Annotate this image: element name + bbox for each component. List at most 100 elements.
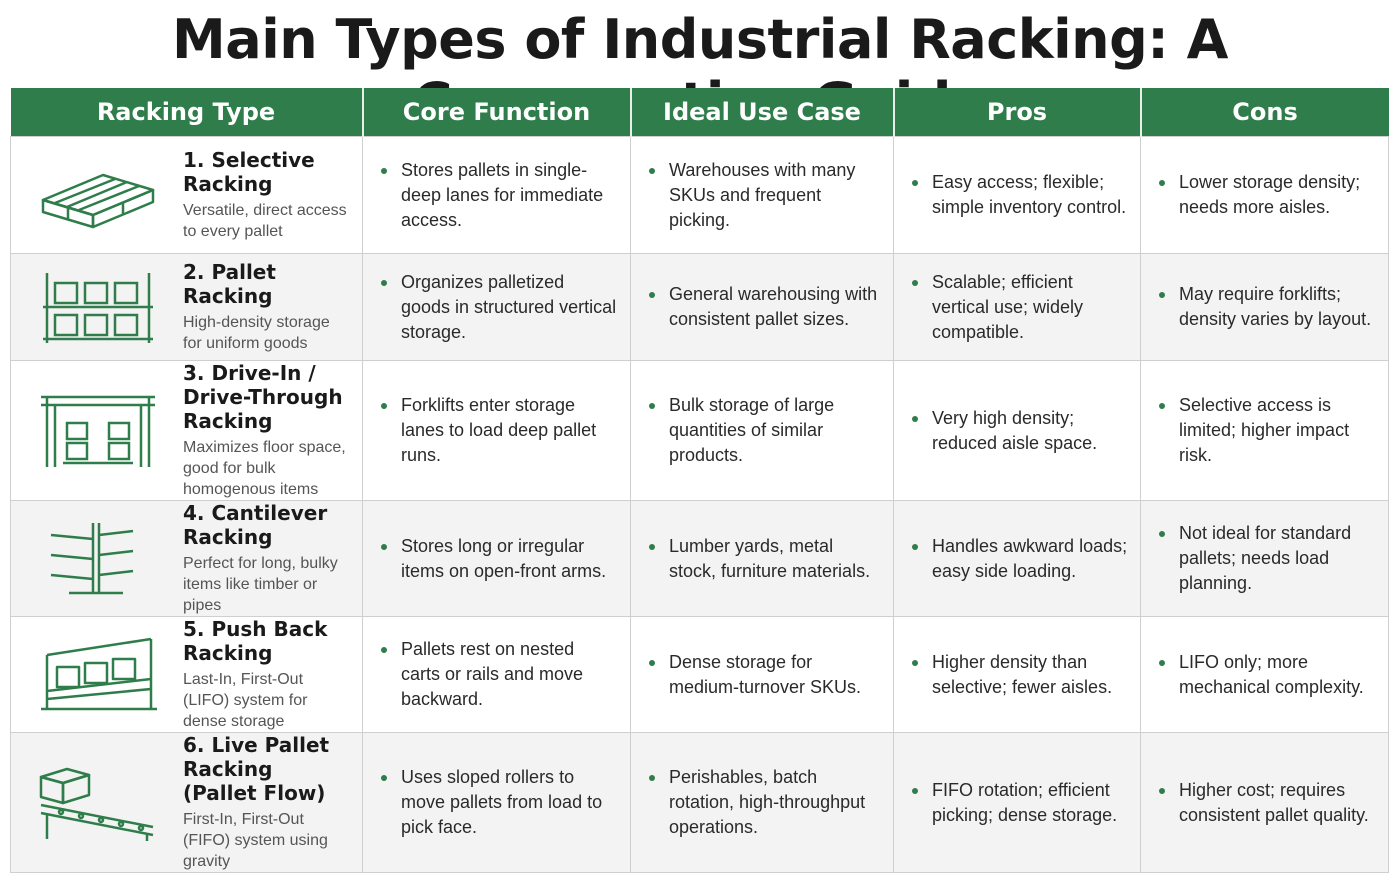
use-case-text: General warehousing with consistent pall… [669, 284, 878, 329]
core-function-cell: Stores long or irregular items on open-f… [362, 500, 631, 617]
pallet-rack-icon [33, 267, 163, 347]
racking-type-description: Perfect for long, bulky items like timbe… [183, 555, 338, 614]
racking-type-name: 4. Cantilever Racking [183, 501, 328, 549]
table-row: 3. Drive-In / Drive-Through Racking Maxi… [10, 360, 1389, 501]
use-case-cell: Dense storage for medium-turnover SKUs. [630, 616, 894, 733]
pros-cell: Higher density than selective; fewer ais… [893, 616, 1141, 733]
use-case-cell: General warehousing with consistent pall… [630, 253, 894, 361]
pros-text: FIFO rotation; efficient picking; dense … [932, 779, 1118, 825]
use-case-cell: Lumber yards, metal stock, furniture mat… [630, 500, 894, 617]
bullet-icon [649, 775, 655, 781]
table-row: 5. Push Back Racking Last-In, First-Out … [10, 616, 1389, 733]
pros-text: Scalable; efficient vertical use; widely… [932, 271, 1084, 342]
cons-text: Not ideal for standard pallets; needs lo… [1179, 523, 1352, 593]
use-case-text: Perishables, batch rotation, high-throug… [669, 767, 866, 837]
racking-type-description: Maximizes floor space, good for bulk hom… [183, 439, 346, 498]
bullet-icon [1159, 292, 1165, 298]
racking-type-name: 1. Selective Racking [183, 148, 315, 196]
bullet-icon [1159, 787, 1165, 794]
header-row: Racking Type Core Function Ideal Use Cas… [10, 88, 1389, 137]
bullet-icon [912, 787, 918, 794]
racking-type-name: 5. Push Back Racking [183, 617, 328, 665]
cantilever-rack-icon [33, 519, 163, 599]
pros-text: Very high density; reduced aisle space. [932, 407, 1098, 453]
header-racking-type: Racking Type [10, 88, 364, 137]
pros-cell: Scalable; efficient vertical use; widely… [893, 253, 1141, 361]
cons-text: LIFO only; more mechanical complexity. [1179, 651, 1364, 697]
bullet-icon [381, 403, 387, 409]
cons-text: May require forklifts; density varies by… [1179, 284, 1372, 329]
cons-cell: Not ideal for standard pallets; needs lo… [1140, 500, 1389, 617]
pros-text: Easy access; flexible; simple inventory … [932, 172, 1127, 217]
type-cell: 1. Selective Racking Versatile, direct a… [10, 136, 363, 254]
pallet-flow-rack-icon [33, 763, 163, 843]
bullet-icon [1159, 659, 1165, 666]
type-cell: 2. Pallet Racking High-density storage f… [10, 253, 363, 361]
type-cell: 5. Push Back Racking Last-In, First-Out … [10, 616, 363, 733]
racking-type-description: High-density storage for uniform goods [183, 314, 330, 352]
core-function-cell: Pallets rest on nested carts or rails an… [362, 616, 631, 733]
core-function-text: Stores pallets in single-deep lanes for … [401, 159, 604, 230]
racking-type-description: First-In, First-Out (FIFO) system using … [183, 811, 328, 870]
core-function-text: Pallets rest on nested carts or rails an… [401, 639, 584, 709]
pros-cell: FIFO rotation; efficient picking; dense … [893, 732, 1141, 873]
bullet-icon [649, 167, 655, 174]
bullet-icon [912, 543, 918, 550]
core-function-cell: Stores pallets in single-deep lanes for … [362, 136, 631, 254]
type-cell: 4. Cantilever Racking Perfect for long, … [10, 500, 363, 617]
bullet-icon [912, 659, 918, 666]
bullet-icon [381, 775, 387, 781]
cons-cell: Higher cost; requires consistent pallet … [1140, 732, 1389, 873]
bullet-icon [912, 279, 918, 286]
use-case-cell: Bulk storage of large quantities of simi… [630, 360, 894, 501]
bullet-icon [649, 403, 655, 409]
pros-text: Higher density than selective; fewer ais… [932, 651, 1113, 697]
use-case-cell: Perishables, batch rotation, high-throug… [630, 732, 894, 873]
pros-text: Handles awkward loads; easy side loading… [932, 535, 1128, 581]
bullet-icon [1159, 531, 1165, 537]
use-case-cell: Warehouses with many SKUs and frequent p… [630, 136, 894, 254]
bullet-icon [649, 543, 655, 550]
push-back-rack-icon [33, 635, 163, 715]
bullet-icon [381, 543, 387, 550]
racking-type-name: 6. Live Pallet Racking (Pallet Flow) [183, 733, 330, 805]
bullet-icon [912, 180, 918, 186]
header-cons: Cons [1140, 88, 1389, 137]
comparison-table: Racking Type Core Function Ideal Use Cas… [10, 88, 1389, 873]
table-row: 1. Selective Racking Versatile, direct a… [10, 136, 1389, 254]
racking-type-description: Last-In, First-Out (LIFO) system for den… [183, 671, 308, 730]
core-function-cell: Forklifts enter storage lanes to load de… [362, 360, 631, 501]
bullet-icon [1159, 403, 1165, 409]
table-row: 6. Live Pallet Racking (Pallet Flow) Fir… [10, 732, 1389, 873]
racking-type-description: Versatile, direct access to every pallet [183, 202, 347, 240]
core-function-cell: Uses sloped rollers to move pallets from… [362, 732, 631, 873]
core-function-text: Organizes palletized goods in structured… [401, 271, 617, 342]
cons-cell: Selective access is limited; higher impa… [1140, 360, 1389, 501]
cons-text: Higher cost; requires consistent pallet … [1179, 779, 1369, 825]
pros-cell: Easy access; flexible; simple inventory … [893, 136, 1141, 254]
pros-cell: Handles awkward loads; easy side loading… [893, 500, 1141, 617]
use-case-text: Lumber yards, metal stock, furniture mat… [669, 535, 871, 581]
use-case-text: Dense storage for medium-turnover SKUs. [669, 651, 862, 697]
bullet-icon [649, 292, 655, 298]
core-function-cell: Organizes palletized goods in structured… [362, 253, 631, 361]
header-ideal-use-case: Ideal Use Case [630, 88, 895, 137]
core-function-text: Uses sloped rollers to move pallets from… [401, 767, 603, 837]
cons-cell: May require forklifts; density varies by… [1140, 253, 1389, 361]
cons-cell: Lower storage density; needs more aisles… [1140, 136, 1389, 254]
bullet-icon [381, 647, 387, 653]
cons-text: Lower storage density; needs more aisles… [1179, 172, 1361, 217]
selective-rack-icon [33, 155, 163, 235]
core-function-text: Stores long or irregular items on open-f… [401, 535, 607, 581]
drive-in-rack-icon [33, 391, 163, 471]
type-cell: 3. Drive-In / Drive-Through Racking Maxi… [10, 360, 363, 501]
bullet-icon [381, 167, 387, 174]
bullet-icon [381, 279, 387, 286]
table-row: 2. Pallet Racking High-density storage f… [10, 253, 1389, 361]
header-core-function: Core Function [362, 88, 632, 137]
racking-type-name: 3. Drive-In / Drive-Through Racking [183, 361, 343, 433]
use-case-text: Bulk storage of large quantities of simi… [669, 395, 835, 465]
cons-cell: LIFO only; more mechanical complexity. [1140, 616, 1389, 733]
racking-type-name: 2. Pallet Racking [183, 260, 276, 308]
cons-text: Selective access is limited; higher impa… [1179, 395, 1350, 465]
